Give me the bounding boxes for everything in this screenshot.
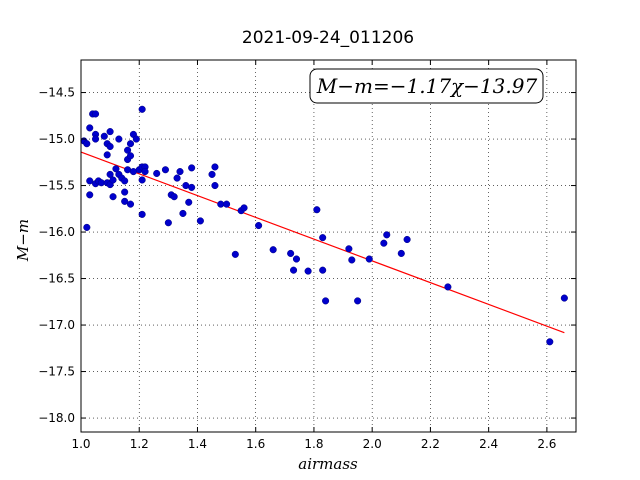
data-point [92, 110, 100, 118]
data-point [109, 193, 117, 201]
x-tick-label: 1.6 [246, 437, 265, 451]
data-point [365, 255, 373, 263]
y-tick-label: −16.5 [38, 272, 75, 286]
data-point [223, 200, 231, 208]
data-point [560, 294, 568, 302]
data-point [380, 239, 388, 247]
data-point [188, 164, 196, 172]
data-point [269, 246, 277, 254]
data-point [126, 152, 135, 160]
data-point [121, 177, 129, 185]
data-point [83, 223, 91, 231]
fit-line [80, 151, 565, 334]
data-point [345, 245, 353, 253]
data-point [100, 132, 108, 140]
data-point [403, 235, 411, 244]
data-point [211, 163, 219, 171]
data-point [196, 217, 204, 225]
fit-line-group [80, 151, 565, 334]
data-point [444, 283, 452, 291]
x-tick-label: 1.4 [188, 437, 207, 451]
data-point [319, 266, 327, 274]
axis-ticks: 1.0 1.2 1.4 1.6 1.8 2.0 2.2 2.4 2.6 −14.5 −15.0 −15… [38, 60, 576, 451]
x-axis-label: airmass [298, 455, 358, 473]
data-point [83, 140, 91, 148]
data-point [86, 177, 94, 185]
data-point [290, 266, 298, 274]
x-tick-label: 2.4 [479, 437, 498, 451]
data-point [255, 221, 263, 230]
y-tick-label: −16.0 [38, 225, 75, 239]
data-point [319, 234, 327, 242]
data-point [173, 174, 181, 182]
data-point [124, 146, 132, 154]
data-point [126, 200, 135, 208]
plot-area [81, 60, 576, 432]
data-point [109, 176, 117, 184]
data-point [185, 198, 193, 206]
fit-annotation-text: M−m=−1.17χ−13.97 [316, 74, 538, 98]
data-point [153, 169, 161, 178]
data-point [121, 188, 129, 196]
x-tick-label: 2.2 [421, 437, 440, 451]
data-point [138, 176, 146, 184]
x-tick-label: 2.6 [537, 437, 556, 451]
data-point [231, 250, 239, 258]
data-point [141, 168, 149, 176]
data-point [115, 135, 123, 143]
y-axis-label: M−m [14, 219, 32, 262]
y-tick-label: −17.5 [38, 365, 75, 379]
data-point [86, 191, 94, 199]
data-point [292, 255, 301, 263]
data-points [80, 105, 568, 346]
y-tick-label: −17.0 [38, 318, 75, 332]
data-point [322, 297, 330, 305]
data-point [126, 140, 135, 148]
x-tick-label: 1.2 [130, 437, 149, 451]
data-point [161, 166, 169, 174]
y-tick-label: −15.5 [38, 179, 75, 193]
data-point [121, 197, 129, 205]
data-point [211, 182, 219, 190]
data-point [112, 165, 120, 173]
fit-annotation-box: M−m=−1.17χ−13.97 [309, 68, 544, 104]
x-tick-label: 1.8 [304, 437, 323, 451]
data-point [240, 204, 248, 212]
data-point [132, 135, 140, 143]
x-tick-label: 2.0 [363, 437, 382, 451]
y-tick-label: −18.0 [38, 411, 75, 425]
x-tick-label: 1.0 [71, 437, 90, 451]
data-point [546, 338, 554, 346]
data-point [106, 170, 114, 178]
data-point [208, 170, 216, 178]
data-point [179, 209, 187, 217]
data-point [383, 231, 391, 239]
data-point [354, 297, 362, 305]
y-tick-label: −15.0 [38, 132, 75, 146]
data-point [287, 249, 295, 257]
data-point [92, 135, 100, 143]
data-point [188, 183, 196, 191]
data-point [313, 206, 321, 214]
data-point [103, 151, 111, 159]
y-tick-label: −14.5 [38, 86, 75, 100]
data-point [138, 105, 146, 113]
data-point [304, 267, 312, 275]
data-point [348, 256, 356, 264]
data-point [106, 128, 114, 136]
data-point [397, 249, 405, 257]
data-point [138, 210, 146, 218]
data-point [164, 219, 172, 227]
data-point [176, 168, 184, 176]
data-point [170, 193, 178, 201]
plot-frame [80, 59, 577, 433]
chart-title: 2021-09-24_011206 [242, 28, 414, 48]
data-point [86, 124, 94, 132]
data-point [106, 142, 114, 151]
